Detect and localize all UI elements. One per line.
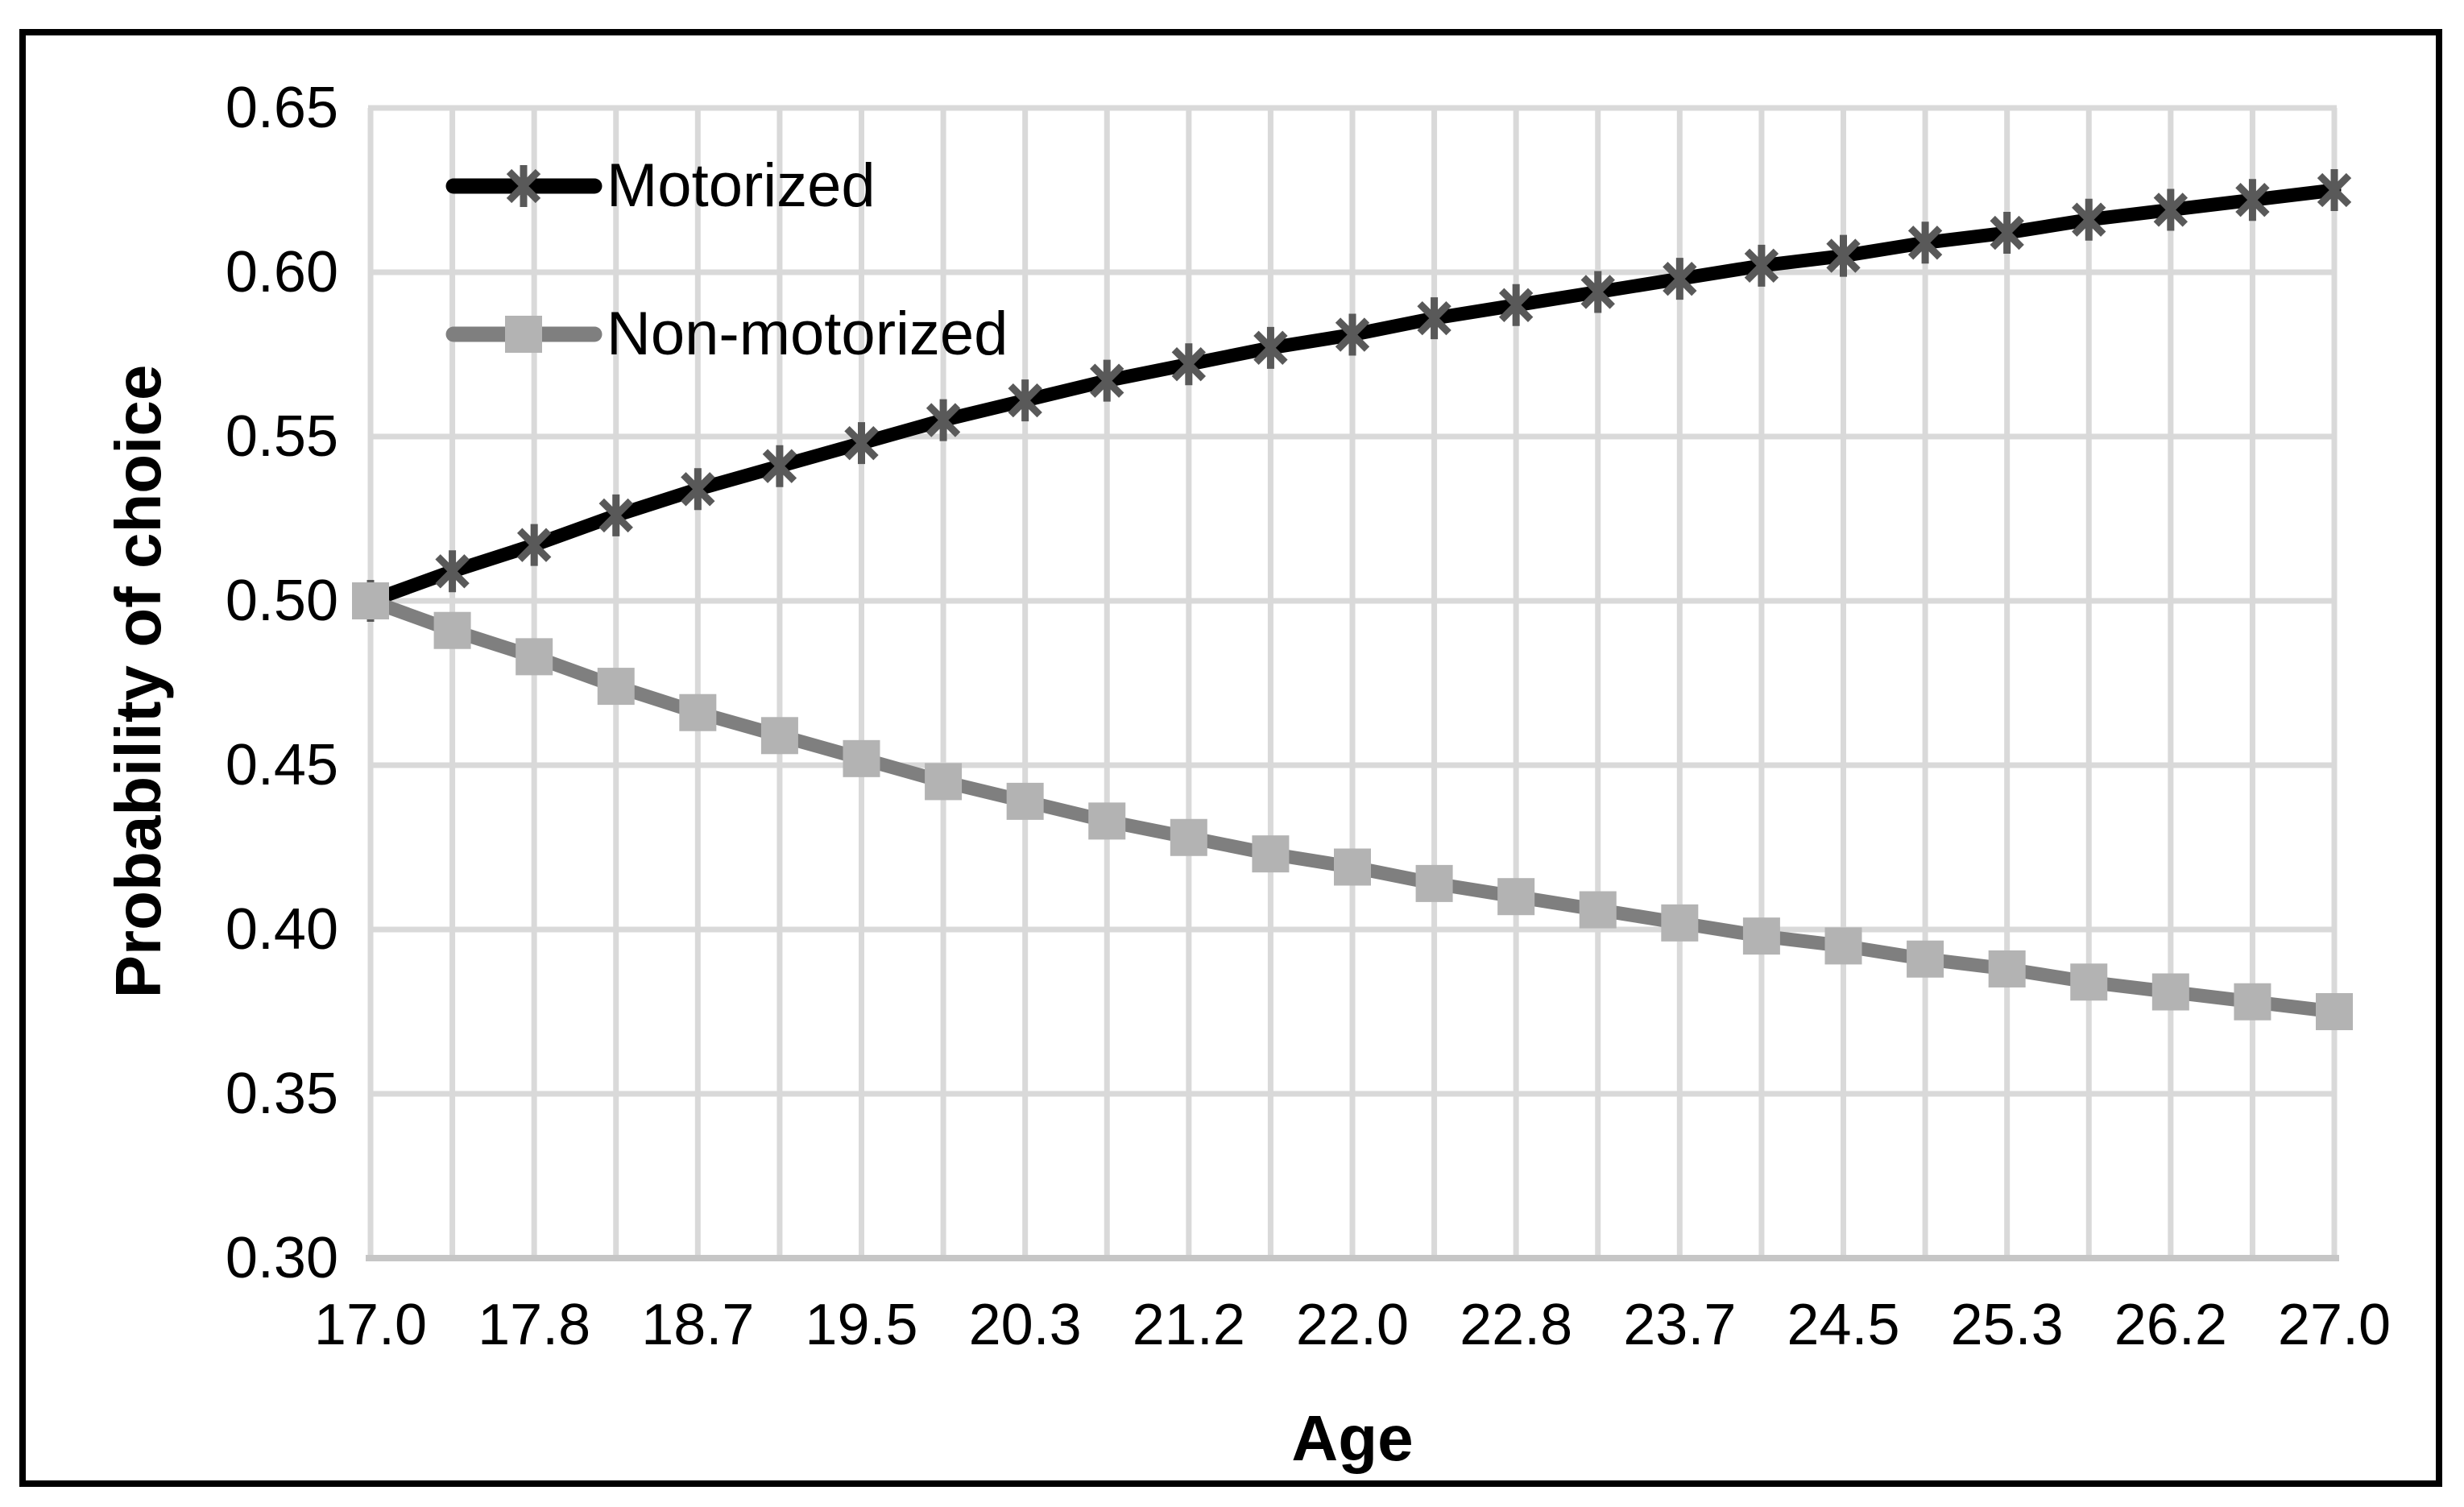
square-marker bbox=[352, 582, 389, 619]
square-marker bbox=[1907, 940, 1944, 978]
x-tick-label: 23.7 bbox=[1623, 1293, 1737, 1357]
square-marker bbox=[516, 638, 553, 676]
asterisk-marker bbox=[844, 422, 879, 465]
legend-label-non-motorized: Non-motorized bbox=[607, 300, 1008, 368]
non-motorized-series bbox=[352, 582, 2353, 1030]
square-marker bbox=[1824, 927, 1862, 965]
asterisk-marker bbox=[1090, 359, 1124, 402]
square-marker bbox=[760, 717, 798, 755]
asterisk-marker bbox=[1253, 326, 1288, 369]
x-tick-label: 25.3 bbox=[1950, 1293, 2064, 1357]
square-marker bbox=[1088, 802, 1126, 840]
asterisk-marker bbox=[1580, 271, 1615, 313]
square-marker bbox=[1334, 848, 1371, 886]
x-tick-label: 21.2 bbox=[1132, 1293, 1245, 1357]
square-marker bbox=[1170, 818, 1207, 856]
square-marker bbox=[2234, 983, 2271, 1021]
asterisk-marker bbox=[1744, 244, 1779, 287]
square-marker bbox=[433, 611, 471, 649]
asterisk-marker bbox=[926, 399, 961, 441]
x-tick-label: 18.7 bbox=[641, 1293, 755, 1357]
y-tick-label: 0.55 bbox=[225, 404, 338, 469]
y-tick-label: 0.40 bbox=[225, 897, 338, 962]
square-marker bbox=[2316, 993, 2353, 1030]
asterisk-marker bbox=[681, 468, 715, 511]
x-tick-label: 22.0 bbox=[1295, 1293, 1410, 1357]
asterisk-marker bbox=[1907, 221, 1943, 264]
x-tick-label: 17.8 bbox=[478, 1293, 591, 1357]
x-tick-label: 26.2 bbox=[2114, 1293, 2227, 1357]
gridlines bbox=[367, 105, 2338, 1261]
y-tick-label: 0.35 bbox=[225, 1062, 338, 1126]
asterisk-marker bbox=[435, 550, 470, 593]
legend bbox=[445, 165, 603, 353]
y-tick-label: 0.30 bbox=[225, 1226, 338, 1290]
asterisk-marker bbox=[516, 524, 552, 566]
y-tick-label: 0.60 bbox=[225, 240, 338, 304]
asterisk-marker bbox=[1335, 313, 1370, 356]
asterisk-marker bbox=[1171, 343, 1207, 386]
square-marker bbox=[925, 763, 963, 801]
x-tick-label: 22.8 bbox=[1460, 1293, 1573, 1357]
square-marker bbox=[843, 739, 880, 777]
asterisk-marker bbox=[1826, 234, 1861, 277]
x-tick-label: 27.0 bbox=[2277, 1293, 2392, 1357]
square-marker bbox=[1988, 950, 2026, 987]
y-tick-label: 0.45 bbox=[225, 733, 338, 797]
asterisk-marker bbox=[506, 165, 541, 207]
asterisk-marker bbox=[2317, 169, 2352, 211]
y-tick-label: 0.65 bbox=[225, 76, 338, 140]
asterisk-marker bbox=[1417, 297, 1451, 340]
square-marker bbox=[1579, 891, 1617, 929]
legend-label-motorized: Motorized bbox=[607, 151, 876, 220]
asterisk-marker bbox=[1008, 379, 1042, 422]
square-marker bbox=[505, 316, 542, 353]
x-tick-label: 19.5 bbox=[805, 1293, 918, 1357]
square-marker bbox=[1661, 904, 1699, 942]
square-marker bbox=[1252, 835, 1290, 873]
asterisk-marker bbox=[2072, 198, 2106, 241]
square-marker bbox=[1497, 878, 1535, 916]
asterisk-marker bbox=[598, 494, 633, 536]
x-axis-title: Age bbox=[1291, 1402, 1414, 1474]
square-marker bbox=[1006, 782, 1044, 820]
asterisk-marker bbox=[1498, 284, 1534, 326]
x-tick-label: 20.3 bbox=[968, 1293, 1082, 1357]
square-marker bbox=[679, 693, 717, 731]
asterisk-marker bbox=[1663, 258, 1697, 300]
asterisk-marker bbox=[2153, 188, 2189, 231]
asterisk-marker bbox=[762, 445, 797, 487]
square-marker bbox=[1415, 864, 1453, 902]
square-marker bbox=[597, 668, 635, 706]
square-marker bbox=[2070, 963, 2108, 1001]
y-tick-label: 0.50 bbox=[225, 569, 338, 633]
square-marker bbox=[1742, 917, 1780, 955]
asterisk-marker bbox=[1990, 212, 2024, 255]
square-marker bbox=[2151, 973, 2189, 1011]
x-tick-label: 24.5 bbox=[1787, 1293, 1900, 1357]
asterisk-marker bbox=[2235, 179, 2270, 221]
x-tick-label: 17.0 bbox=[313, 1293, 428, 1357]
